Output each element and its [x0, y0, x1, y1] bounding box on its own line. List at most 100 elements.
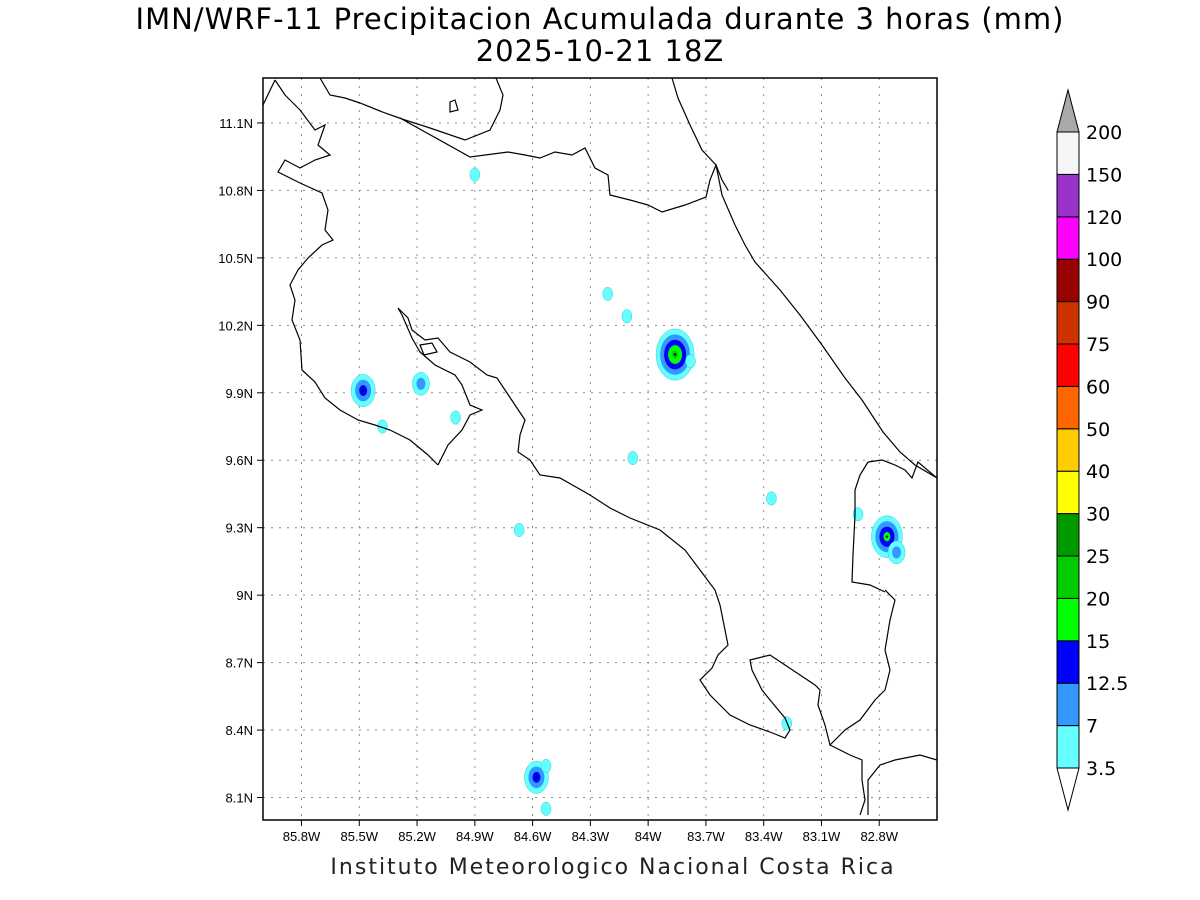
precip-contour: [892, 546, 902, 559]
lat-tick-label: 8.7N: [226, 656, 253, 671]
precip-contour: [540, 801, 552, 816]
lon-tick-label: 84.6W: [514, 829, 552, 844]
nicoya-island: [419, 342, 438, 356]
precip-contour: [766, 491, 777, 506]
precip-cell: [602, 286, 613, 301]
precip-cell: [887, 540, 906, 565]
colorbar-level-label: 15: [1086, 631, 1110, 653]
precip-core: [361, 389, 365, 392]
precip-contour: [627, 450, 638, 465]
colorbar-level-label: 60: [1086, 376, 1110, 398]
small-island: [449, 99, 459, 113]
colorbar-over-arrow: [1056, 88, 1080, 133]
colorbar-level-label: 100: [1086, 249, 1122, 271]
map-title: IMN/WRF-11 Precipitacion Acumulada duran…: [135, 2, 1065, 36]
lat-tick-label: 8.4N: [226, 723, 253, 738]
nicaragua-border: [263, 79, 276, 106]
lat-tick-label: 9.9N: [226, 386, 253, 401]
precip-contour: [685, 354, 696, 369]
map-subtitle: 2025-10-21 18Z: [475, 34, 725, 68]
colorbar-level-label: 75: [1086, 334, 1110, 356]
lat-tick-label: 11.1N: [219, 116, 253, 131]
precipitation-fields: [350, 167, 906, 816]
lat-tick-label: 8.1N: [226, 791, 253, 806]
colorbar-level-label: 3.5: [1086, 758, 1116, 780]
precip-cell: [412, 372, 430, 396]
colorbar-under-arrow: [1056, 767, 1080, 812]
colorbar-level-label: 30: [1086, 504, 1110, 526]
colorbar-swatch: [1056, 301, 1080, 345]
colorbar-swatch: [1056, 640, 1080, 684]
precip-cell: [540, 759, 552, 774]
precip-cell: [766, 491, 777, 506]
nicaragua-costa-rica-border: [274, 79, 334, 371]
nicoya-pacific-coast: [301, 369, 439, 466]
colorbar-level-label: 200: [1086, 122, 1122, 144]
colorbar-swatch: [1056, 216, 1080, 260]
colorbar-level-label: 25: [1086, 546, 1110, 568]
colorbar-swatch: [1056, 343, 1080, 387]
northern-border: [399, 117, 729, 213]
map-gridlines: [263, 78, 937, 820]
colorbar-swatch: [1056, 173, 1080, 218]
color-legend: 3.5 7 12.5 15 20 25 30 40 50 60 75 90 100 120 150 200: [1056, 88, 1128, 812]
credit-footer: Instituto Meteorologico Nacional Costa R…: [330, 855, 896, 880]
precip-contour: [450, 410, 461, 425]
precip-cell: [377, 419, 388, 434]
colorbar-swatch: [1056, 385, 1080, 430]
lat-tick-label: 10.2N: [218, 318, 253, 333]
colorbar-level-label: 40: [1086, 461, 1110, 483]
colorbar-level-label: 120: [1086, 207, 1122, 229]
precip-contour: [621, 309, 633, 324]
precip-contour: [540, 759, 552, 774]
lon-tick-label: 84W: [635, 829, 662, 844]
colorbar-swatch: [1056, 258, 1080, 303]
lon-tick-label: 85.8W: [283, 829, 321, 844]
colorbar-level-label: 150: [1086, 164, 1122, 186]
coastline-and-borders: [263, 78, 937, 816]
precip-cell: [540, 801, 552, 816]
precip-cell: [621, 309, 633, 324]
colorbar-level-label: 20: [1086, 588, 1110, 610]
map-frame: [262, 77, 938, 821]
lon-tick-label: 84.9W: [456, 829, 494, 844]
precip-cell: [685, 354, 696, 369]
precip-cell: [627, 450, 638, 465]
precip-contour: [377, 419, 388, 434]
gulf-of-nicoya: [397, 307, 896, 747]
precip-contour: [602, 286, 613, 301]
precip-core: [885, 535, 889, 538]
lon-tick-label: 85.5W: [340, 829, 378, 844]
latitude-axis: 8.1N 8.4N 8.7N 9N 9.3N 9.6N 9.9N 10.2N 10.5N 10.8…: [218, 116, 263, 806]
colorbar-swatch: [1056, 131, 1080, 175]
precip-cell: [350, 374, 376, 407]
caribbean-coast: [671, 78, 937, 479]
colorbar-swatch: [1056, 682, 1080, 727]
lon-tick-label: 83.1W: [803, 829, 841, 844]
colorbar-swatch: [1056, 470, 1080, 515]
precip-core: [673, 353, 677, 356]
lon-tick-label: 83.4W: [745, 829, 783, 844]
lat-tick-label: 9.6N: [226, 453, 253, 468]
lon-tick-label: 83.7W: [687, 829, 725, 844]
lat-tick-label: 9.3N: [226, 521, 253, 536]
precip-contour: [469, 167, 481, 182]
lat-tick-label: 9N: [236, 588, 253, 603]
precip-cell: [450, 410, 461, 425]
panama-pacific-coast: [829, 744, 937, 816]
longitude-axis: 85.8W 85.5W 85.2W 84.9W 84.6W 84.3W 84W 83.7W 83…: [283, 820, 899, 844]
colorbar-level-label: 50: [1086, 419, 1110, 441]
colorbar-swatch: [1056, 597, 1080, 642]
lake-nicaragua-shore: [319, 78, 504, 141]
colorbar-swatch: [1056, 555, 1080, 599]
lon-tick-label: 82.8W: [860, 829, 898, 844]
precip-core: [535, 776, 538, 779]
colorbar-swatch: [1056, 513, 1080, 557]
colorbar-level-label: 12.5: [1086, 673, 1128, 695]
colorbar-level-label: 90: [1086, 292, 1110, 314]
precip-cell: [513, 522, 525, 537]
lat-tick-label: 10.8N: [218, 183, 253, 198]
lon-tick-label: 85.2W: [398, 829, 436, 844]
precip-cell: [469, 167, 481, 182]
